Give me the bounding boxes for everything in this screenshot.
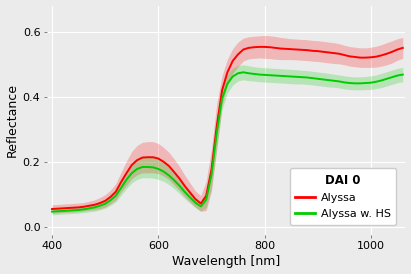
Y-axis label: Reflectance: Reflectance [6, 83, 18, 157]
Legend: Alyssa, Alyssa w. HS: Alyssa, Alyssa w. HS [290, 168, 396, 225]
X-axis label: Wavelength [nm]: Wavelength [nm] [172, 255, 280, 269]
